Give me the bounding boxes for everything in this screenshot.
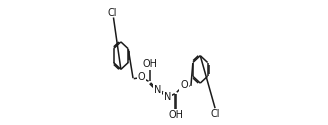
Text: N: N bbox=[164, 92, 172, 102]
Text: Cl: Cl bbox=[211, 109, 220, 119]
Text: Cl: Cl bbox=[107, 8, 117, 18]
Text: O: O bbox=[180, 80, 188, 90]
Text: OH: OH bbox=[142, 59, 157, 69]
Text: O: O bbox=[138, 72, 145, 83]
Text: OH: OH bbox=[168, 110, 183, 120]
Text: N: N bbox=[154, 85, 161, 95]
